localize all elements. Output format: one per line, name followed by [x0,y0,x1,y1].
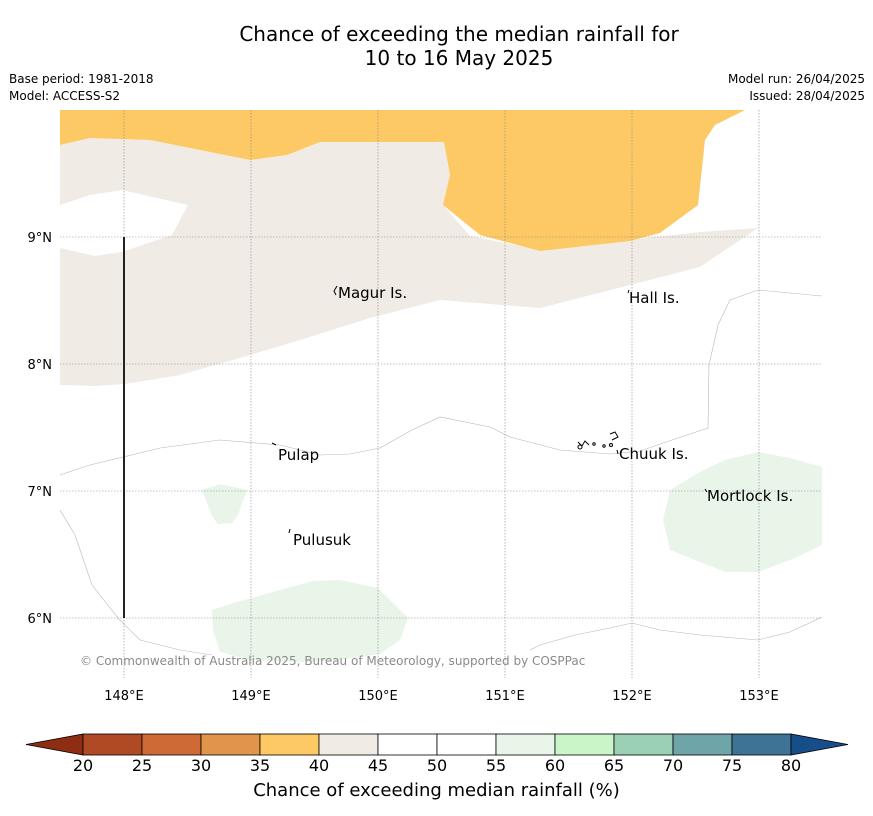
colorbar-swatch [436,733,497,756]
colorbar-swatch [731,733,792,756]
place-label-pulusuk: Pulusuk [293,531,351,549]
model-info: Base period: 1981-2018 Model: ACCESS-S2 [9,71,154,105]
colorbar-tick-label: 50 [427,756,447,775]
colorbar-swatch [318,733,379,756]
colorbar-tick-label: 45 [368,756,388,775]
colorbar-extend-low [25,733,84,756]
lat-tick-label: 8°N [28,358,53,373]
colorbar: 20 25 30 35 40 45 50 55 60 65 70 75 80 [25,733,849,775]
copyright-notice: © Commonwealth of Australia 2025, Bureau… [80,654,585,668]
lon-tick-label: 152°E [612,689,652,704]
colorbar-tick-label: 75 [722,756,742,775]
colorbar-extend-high [790,733,849,756]
colorbar-tick-label: 70 [663,756,683,775]
colorbar-swatch [554,733,615,756]
probability-zone-55-60-east [663,452,822,572]
colorbar-tick-label: 20 [73,756,93,775]
probability-zone-35-40 [60,110,745,251]
place-label-pulap: Pulap [278,446,319,464]
colorbar-swatch [200,733,261,756]
colorbar-tick-label: 55 [486,756,506,775]
base-period: Base period: 1981-2018 [9,72,154,86]
magur-island-shape [333,285,338,296]
map-title: Chance of exceeding the median rainfall … [0,22,873,70]
graticule [60,110,822,678]
colorbar-tick-label: 35 [250,756,270,775]
colorbar-tick-label: 80 [781,756,801,775]
lon-tick-label: 150°E [358,689,398,704]
colorbar-tick-label: 65 [604,756,624,775]
colorbar-swatch [495,733,556,756]
place-label-hall: Hall Is. [629,289,680,307]
lat-tick-label: 7°N [28,485,53,500]
run-info: Model run: 26/04/2025 Issued: 28/04/2025 [728,71,865,105]
colorbar-tick-label: 30 [191,756,211,775]
colorbar-swatch [259,733,320,756]
lat-tick-label: 9°N [28,231,53,246]
title-line-2: 10 to 16 May 2025 [364,46,554,70]
mortlock-island-shape [704,488,708,493]
chuuk-island-shapes [577,431,619,455]
probability-zone-55-60-west [202,484,247,524]
probability-zone-55-60-south [212,580,408,662]
model-run-date: Model run: 26/04/2025 [727,72,865,86]
pulap-island-shape [271,442,277,446]
place-label-chuuk: Chuuk Is. [619,445,688,463]
model-name: Model: ACCESS-S2 [9,89,121,103]
colorbar-tick-label: 25 [132,756,152,775]
lon-tick-label: 149°E [231,689,271,704]
lon-tick-label: 151°E [485,689,525,704]
colorbar-title: Chance of exceeding median rainfall (%) [253,780,620,801]
place-label-magur: Magur Is. [338,284,407,302]
title-line-1: Chance of exceeding the median rainfall … [239,22,679,46]
probability-zone-40-45 [60,110,822,386]
map-plot-area [60,110,822,678]
hall-island-shape [627,289,630,294]
colorbar-swatch [672,733,733,756]
pulusuk-island-shape [288,528,291,534]
islands [271,285,708,534]
colorbar-swatch [613,733,674,756]
colorbar-tick-label: 60 [545,756,565,775]
issued-date: Issued: 28/04/2025 [749,89,865,103]
place-label-mortlock: Mortlock Is. [707,487,793,505]
lon-tick-label: 148°E [104,689,144,704]
colorbar-swatch [141,733,202,756]
colorbar-swatch [377,733,438,756]
colorbar-swatch [82,733,143,756]
lon-tick-label: 153°E [739,689,779,704]
colorbar-tick-label: 40 [309,756,329,775]
lat-tick-label: 6°N [28,612,53,627]
